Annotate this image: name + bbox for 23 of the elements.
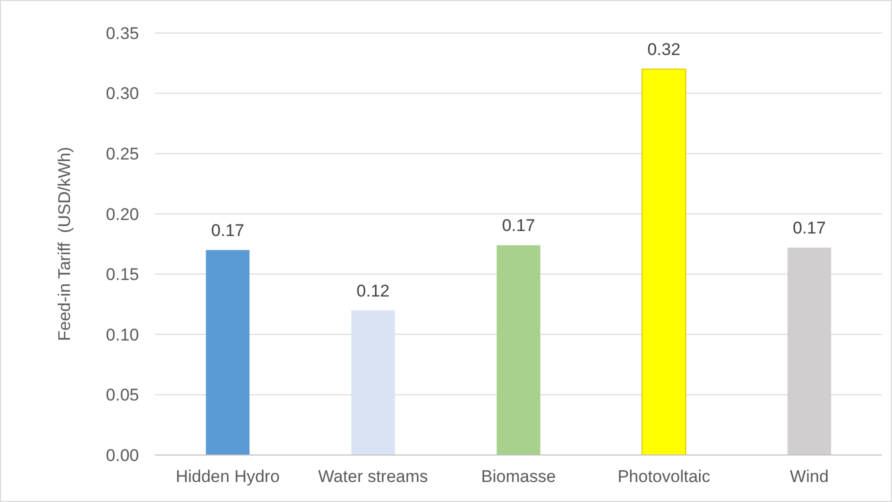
x-tick-label: Biomasse: [481, 467, 556, 486]
bar: [206, 250, 250, 455]
y-tick-label: 0.30: [106, 84, 139, 104]
data-label: 0.17: [792, 218, 826, 238]
x-tick-label: Hidden Hydro: [176, 467, 280, 486]
y-tick-label: 0.35: [106, 24, 139, 43]
y-axis-title: Feed-in Tariff (USD/kWh): [55, 147, 74, 341]
bar: [642, 68, 686, 456]
y-tick-label: 0.00: [106, 446, 139, 465]
data-label: 0.12: [356, 281, 390, 300]
data-label: 0.32: [647, 40, 680, 60]
data-label: 0.17: [211, 221, 244, 240]
y-tick-label: 0.10: [106, 325, 139, 344]
bar: [351, 310, 395, 455]
y-tick-label: 0.05: [106, 386, 139, 405]
y-tick-label: 0.15: [106, 265, 139, 284]
x-tick-label: Wind: [790, 467, 829, 486]
x-tick-label: Photovoltaic: [618, 467, 711, 486]
x-tick-label: Water streams: [318, 467, 428, 486]
y-tick-label: 0.20: [106, 204, 139, 224]
y-tick-label: 0.25: [106, 144, 139, 164]
data-label: 0.17: [502, 216, 536, 236]
bar: [496, 245, 540, 455]
